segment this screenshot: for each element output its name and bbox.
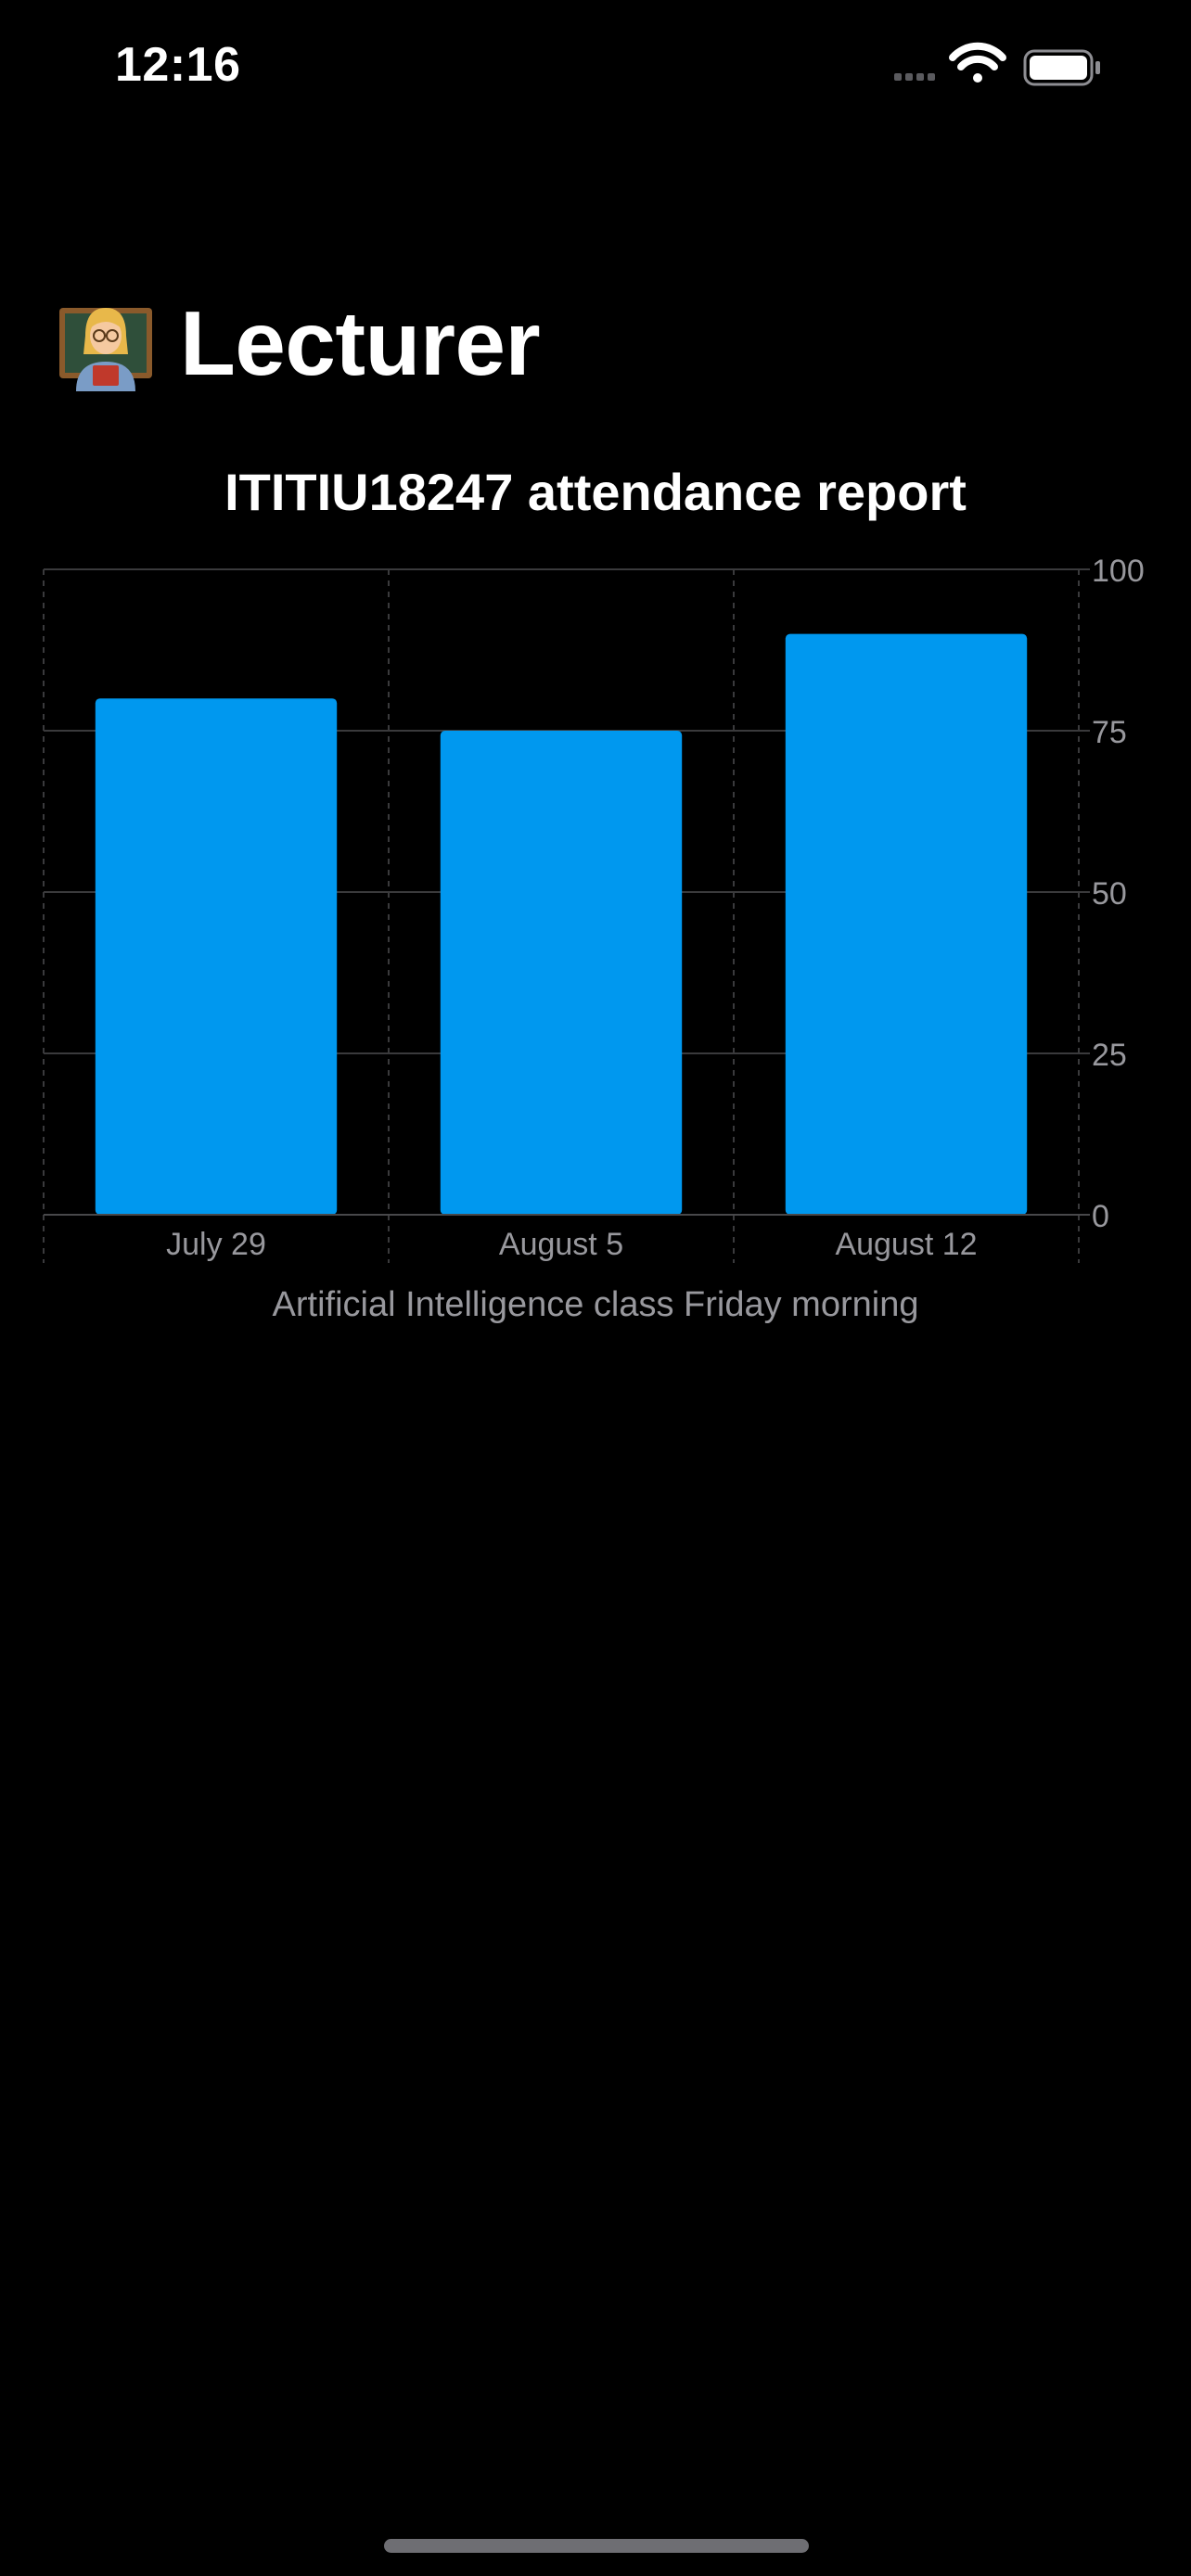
y-tick-label: 25: [1092, 1038, 1127, 1073]
y-tick-label: 75: [1092, 715, 1127, 750]
y-tick-label: 100: [1092, 554, 1145, 589]
page-title: Lecturer: [58, 283, 541, 403]
cellular-signal-icon: [894, 73, 935, 81]
bar: [95, 698, 338, 1215]
bar: [440, 731, 683, 1215]
chart-caption: Artificial Intelligence class Friday mor…: [272, 1285, 919, 1324]
wifi-icon: [949, 42, 1006, 83]
x-tick-label: July 29: [166, 1227, 266, 1262]
y-tick-label: 50: [1092, 876, 1127, 912]
x-tick-label: August 12: [835, 1227, 977, 1262]
x-tick-label: August 5: [499, 1227, 623, 1262]
bar: [785, 633, 1028, 1215]
status-time: 12:16: [115, 38, 241, 92]
status-bar: 12:16: [0, 0, 1191, 139]
y-tick-label: 0: [1092, 1199, 1109, 1234]
battery-icon: [1023, 49, 1100, 86]
teacher-emoji-icon: [59, 308, 152, 391]
home-indicator[interactable]: [384, 2539, 809, 2553]
page-title-text: Lecturer: [180, 291, 541, 394]
chart-title: ITITIU18247 attendance report: [224, 463, 967, 521]
attendance-bar-chart: 0 25 50 75 100 July 29 August 5 August 12: [43, 554, 1145, 1263]
status-icons: [894, 42, 1100, 86]
